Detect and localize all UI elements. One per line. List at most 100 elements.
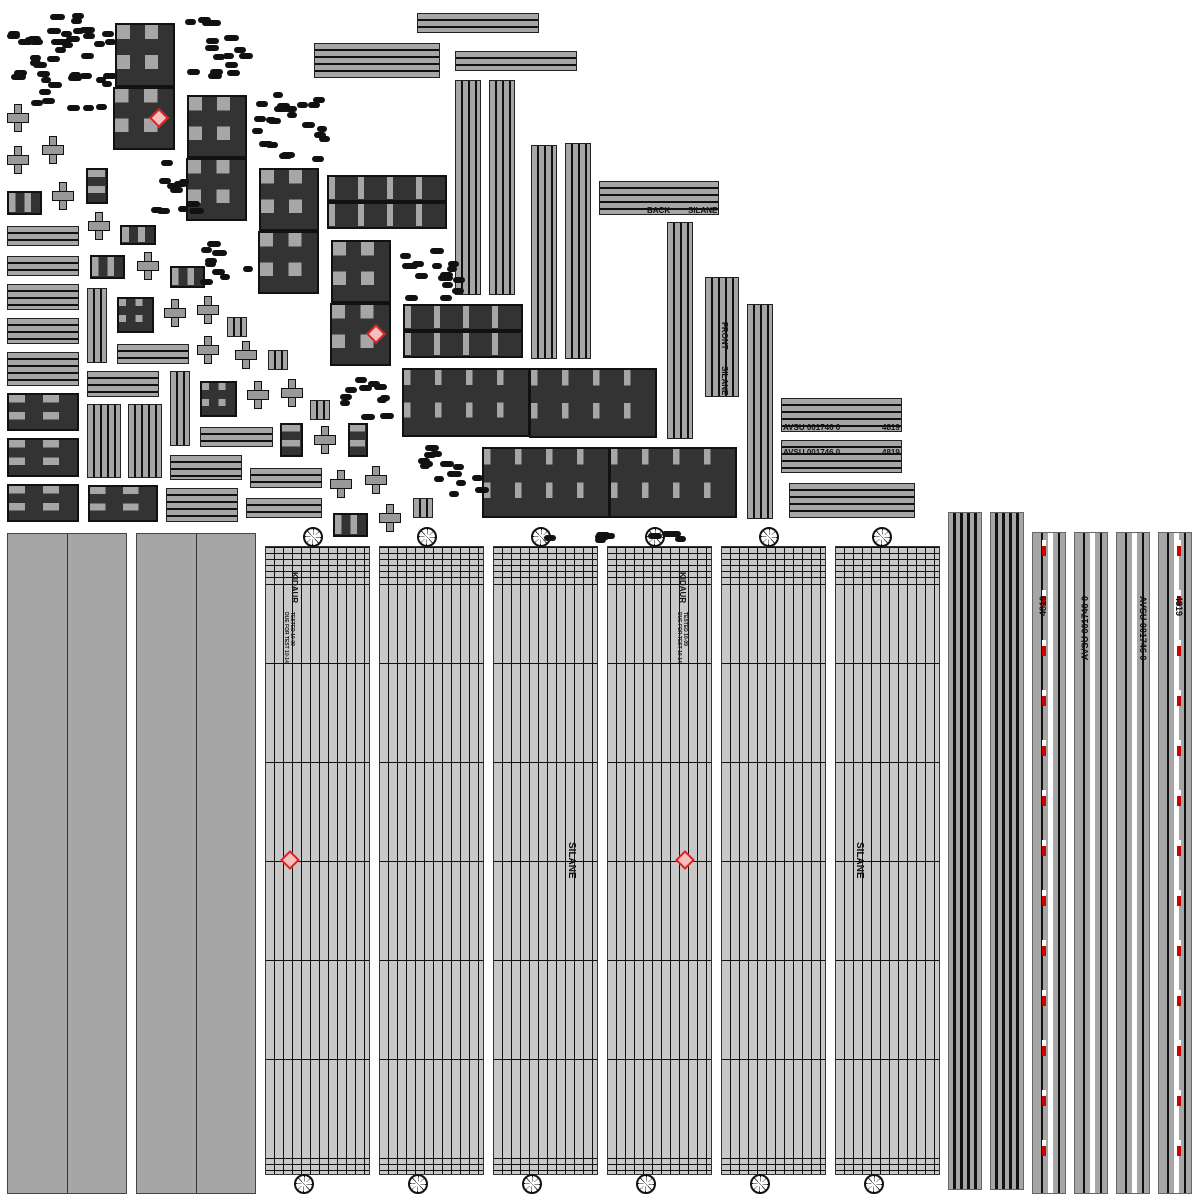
- striped-block: [781, 440, 902, 473]
- small-part: [80, 27, 95, 33]
- wheel-icon: [408, 1174, 428, 1194]
- bracket-part: [52, 191, 74, 201]
- striped-block: [170, 371, 190, 446]
- tube-panel: [721, 546, 826, 1175]
- rail-strip: [990, 512, 1024, 1190]
- small-part: [340, 394, 352, 400]
- small-part: [452, 288, 464, 294]
- small-part: [355, 377, 367, 383]
- striped-block: [87, 371, 159, 397]
- small-part: [312, 156, 324, 162]
- label-container-id-1: AVSU 001746 0: [783, 423, 841, 432]
- small-part: [185, 19, 196, 25]
- striped-block: [489, 80, 515, 295]
- small-part: [243, 266, 253, 272]
- label-due-2: DUE FOR TEST 10-14: [676, 612, 682, 663]
- reflector-marker: [1177, 990, 1181, 1006]
- tube-strip: [1158, 532, 1192, 1194]
- striped-block: [417, 13, 539, 33]
- small-part: [102, 81, 112, 87]
- tube-panel: [493, 546, 598, 1175]
- striped-block: [170, 455, 242, 480]
- bracket-part: [247, 390, 269, 400]
- small-part: [313, 97, 325, 103]
- small-part: [220, 274, 230, 280]
- small-part: [412, 261, 424, 267]
- striped-block: [200, 427, 273, 447]
- striped-block: [667, 222, 693, 439]
- bracket-part: [197, 345, 219, 355]
- label-silane-tube-1: SILANE: [566, 842, 577, 879]
- small-part: [254, 116, 266, 122]
- bracket-part: [88, 221, 110, 231]
- small-part: [205, 45, 219, 51]
- small-part: [206, 20, 221, 26]
- label-silane-back: SILANE: [688, 206, 718, 215]
- small-part: [273, 92, 283, 98]
- label-maker-1: KIDAUR: [290, 572, 299, 604]
- panel-block: [7, 484, 79, 522]
- label-container-id-2: AVSU 001746 0: [783, 448, 841, 457]
- small-part: [400, 253, 411, 259]
- reflector-marker: [1177, 940, 1181, 956]
- striped-block: [565, 143, 591, 359]
- striped-block: [599, 181, 719, 215]
- small-part: [30, 55, 41, 61]
- small-part: [72, 13, 84, 19]
- reflector-marker: [1042, 890, 1046, 906]
- small-part: [359, 385, 372, 391]
- striped-block: [268, 350, 288, 370]
- small-part: [67, 105, 80, 111]
- panel-block: [403, 331, 523, 358]
- wheel-icon: [303, 527, 323, 547]
- wheel-icon: [522, 1174, 542, 1194]
- small-part: [41, 77, 51, 83]
- reflector-marker: [1042, 790, 1046, 806]
- panel-block: [609, 447, 737, 518]
- label-un-number-1: 4819: [882, 423, 900, 432]
- panel-block: [120, 225, 156, 245]
- reflector-marker: [1042, 1040, 1046, 1056]
- tube-panel: [835, 546, 940, 1175]
- panel-block: [348, 423, 368, 457]
- bracket-part: [379, 513, 401, 523]
- small-part: [73, 28, 84, 34]
- panel-block: [327, 202, 447, 229]
- small-part: [279, 153, 292, 159]
- small-part: [259, 141, 273, 147]
- tube-panel: [607, 546, 712, 1175]
- small-part: [206, 38, 219, 44]
- striped-block: [7, 284, 79, 310]
- label-front: FRONT: [720, 322, 729, 350]
- panel-block: [86, 168, 108, 204]
- striped-block: [455, 80, 481, 295]
- striped-block: [310, 400, 330, 420]
- wheel-icon: [750, 1174, 770, 1194]
- small-part: [157, 208, 170, 214]
- small-part: [62, 42, 73, 48]
- panel-block: [88, 485, 158, 522]
- small-part: [422, 461, 433, 467]
- small-part: [210, 69, 223, 75]
- striped-block: [166, 488, 238, 522]
- small-part: [239, 53, 253, 59]
- small-part: [440, 295, 452, 301]
- small-part: [380, 395, 390, 401]
- bracket-part: [7, 155, 29, 165]
- striped-block: [7, 352, 79, 386]
- small-part: [94, 41, 105, 47]
- label-container-id-4: AVSU 001746 0: [1138, 596, 1148, 661]
- bracket-part: [197, 305, 219, 315]
- reflector-marker: [1177, 690, 1181, 706]
- striped-block: [781, 398, 902, 432]
- small-part: [80, 73, 92, 79]
- reflector-marker: [1042, 540, 1046, 556]
- small-part: [472, 475, 483, 481]
- small-part: [374, 384, 387, 390]
- small-part: [159, 178, 171, 184]
- bracket-part: [281, 388, 303, 398]
- small-part: [475, 487, 489, 493]
- striped-block: [117, 344, 189, 364]
- small-part: [669, 531, 681, 537]
- reflector-marker: [1042, 640, 1046, 656]
